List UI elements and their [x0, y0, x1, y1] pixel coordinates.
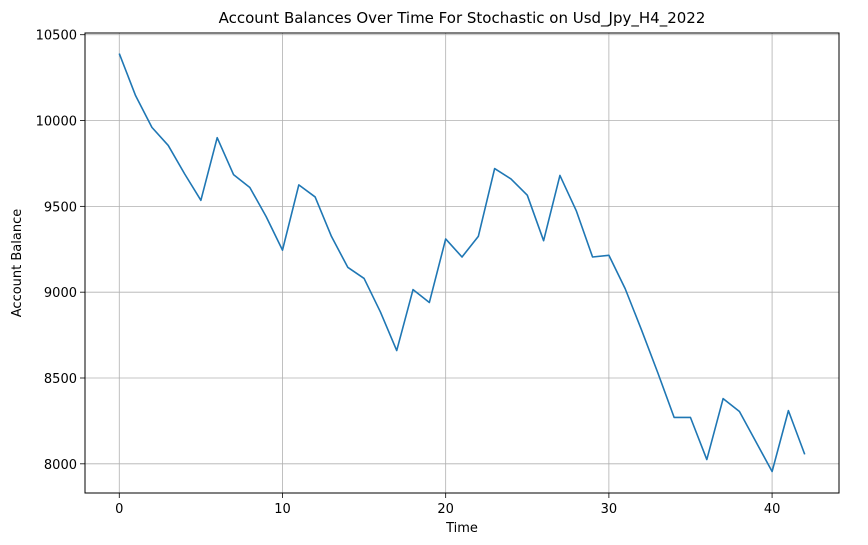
y-tick-label: 8000	[44, 458, 77, 473]
grid	[85, 33, 839, 493]
y-axis-label: Account Balance	[10, 209, 25, 317]
ticks: 0 10 20 30 40 8000 8500 9000 9500 10000 10500	[36, 29, 781, 517]
series-line	[118, 53, 806, 473]
series-line-group	[118, 53, 806, 473]
y-tick-label: 8500	[44, 372, 77, 387]
y-tick-label: 9500	[44, 200, 77, 215]
x-tick-label: 40	[764, 502, 781, 517]
x-axis-label: Time	[445, 521, 478, 536]
x-tick-label: 0	[115, 502, 123, 517]
x-tick-label: 20	[437, 502, 454, 517]
y-tick-label: 10000	[36, 115, 77, 130]
y-tick-label: 10500	[36, 29, 77, 44]
plot-frame	[84, 32, 840, 494]
chart-title: Account Balances Over Time For Stochasti…	[219, 9, 706, 28]
x-tick-label: 10	[274, 502, 291, 517]
x-tick-label: 30	[601, 502, 618, 517]
y-tick-label: 9000	[44, 286, 77, 301]
